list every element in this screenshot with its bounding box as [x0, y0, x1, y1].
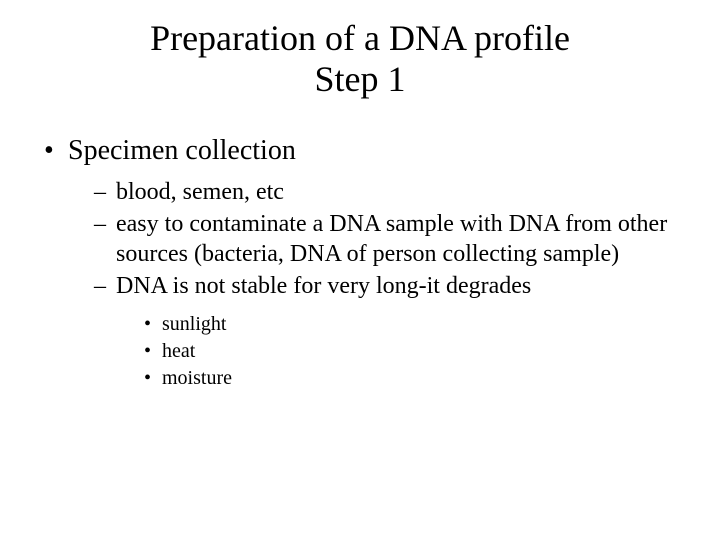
- list-item: sunlight: [144, 311, 680, 338]
- slide: Preparation of a DNA profile Step 1 Spec…: [0, 0, 720, 540]
- list-item: blood, semen, etc: [94, 177, 680, 207]
- title-line-2: Step 1: [314, 59, 405, 99]
- bullet-text: blood, semen, etc: [116, 179, 284, 205]
- bullet-text: sunlight: [162, 313, 226, 335]
- list-item: heat: [144, 338, 680, 365]
- bullet-text: easy to contaminate a DNA sample with DN…: [116, 211, 667, 267]
- bullet-text: DNA is not stable for very long-it degra…: [116, 273, 531, 299]
- list-item: moisture: [144, 365, 680, 392]
- title-line-1: Preparation of a DNA profile: [150, 18, 570, 58]
- list-item: Specimen collection blood, semen, etc ea…: [40, 135, 680, 392]
- slide-title: Preparation of a DNA profile Step 1: [40, 18, 680, 101]
- bullet-list-level2: blood, semen, etc easy to contaminate a …: [68, 177, 680, 392]
- bullet-list-level3: sunlight heat moisture: [116, 311, 680, 392]
- bullet-text: moisture: [162, 367, 232, 389]
- list-item: easy to contaminate a DNA sample with DN…: [94, 209, 680, 269]
- bullet-list-level1: Specimen collection blood, semen, etc ea…: [40, 135, 680, 392]
- bullet-text: Specimen collection: [68, 135, 296, 166]
- list-item: DNA is not stable for very long-it degra…: [94, 271, 680, 392]
- bullet-text: heat: [162, 340, 195, 362]
